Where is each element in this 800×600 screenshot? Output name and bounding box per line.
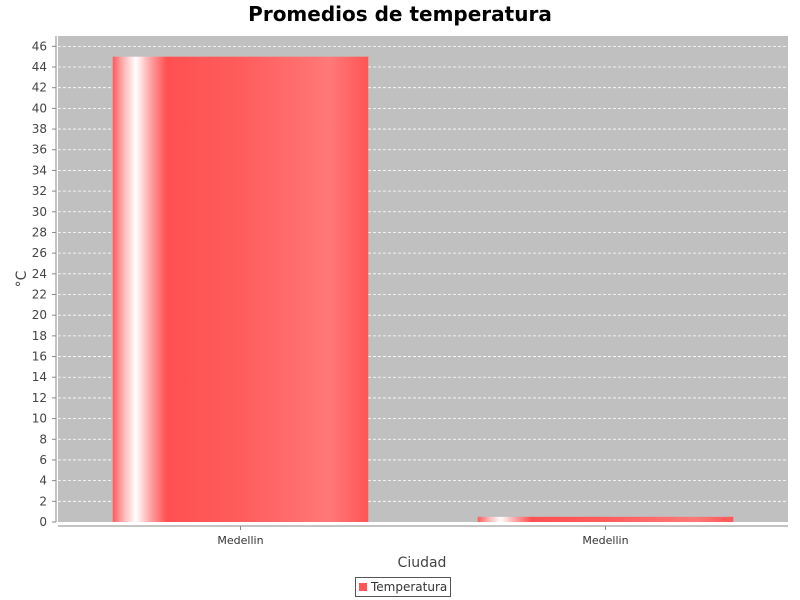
y-axis-title: °C — [14, 270, 30, 287]
x-axis-categories: Medellin Medellin — [217, 526, 629, 547]
y-tick-label: 14 — [32, 370, 47, 384]
y-tick-label: 30 — [32, 205, 47, 219]
y-tick-label: 0 — [39, 515, 47, 529]
legend-swatch — [359, 583, 367, 591]
y-tick-label: 20 — [32, 308, 47, 322]
legend-label: Temperatura — [371, 580, 448, 594]
y-tick-label: 24 — [32, 267, 47, 281]
y-tick-label: 4 — [39, 474, 47, 488]
y-tick-label: 32 — [32, 184, 47, 198]
y-tick-label: 2 — [39, 494, 47, 508]
legend: Temperatura — [355, 577, 452, 597]
y-axis-ticks: 0246810121416182022242628303234363840424… — [32, 39, 56, 529]
y-tick-label: 6 — [39, 453, 47, 467]
y-tick-label: 22 — [32, 288, 47, 302]
x-axis-title: Ciudad — [398, 555, 447, 571]
y-tick-label: 36 — [32, 143, 47, 157]
y-tick-label: 34 — [32, 163, 47, 177]
y-tick-label: 26 — [32, 246, 47, 260]
y-tick-label: 8 — [39, 432, 47, 446]
y-tick-label: 40 — [32, 101, 47, 115]
y-tick-label: 42 — [32, 81, 47, 95]
y-tick-label: 46 — [32, 39, 47, 53]
y-tick-label: 12 — [32, 391, 47, 405]
bar-1 — [477, 516, 734, 522]
chart-title: Promedios de temperatura — [248, 2, 552, 26]
y-tick-label: 44 — [32, 60, 47, 74]
x-category-label: Medellin — [217, 534, 263, 547]
y-tick-label: 18 — [32, 329, 47, 343]
y-tick-label: 38 — [32, 122, 47, 136]
bars — [112, 56, 734, 523]
bar-0 — [112, 56, 369, 523]
y-tick-label: 16 — [32, 350, 47, 364]
y-tick-label: 10 — [32, 412, 47, 426]
y-tick-label: 28 — [32, 225, 47, 239]
x-category-label: Medellin — [582, 534, 628, 547]
